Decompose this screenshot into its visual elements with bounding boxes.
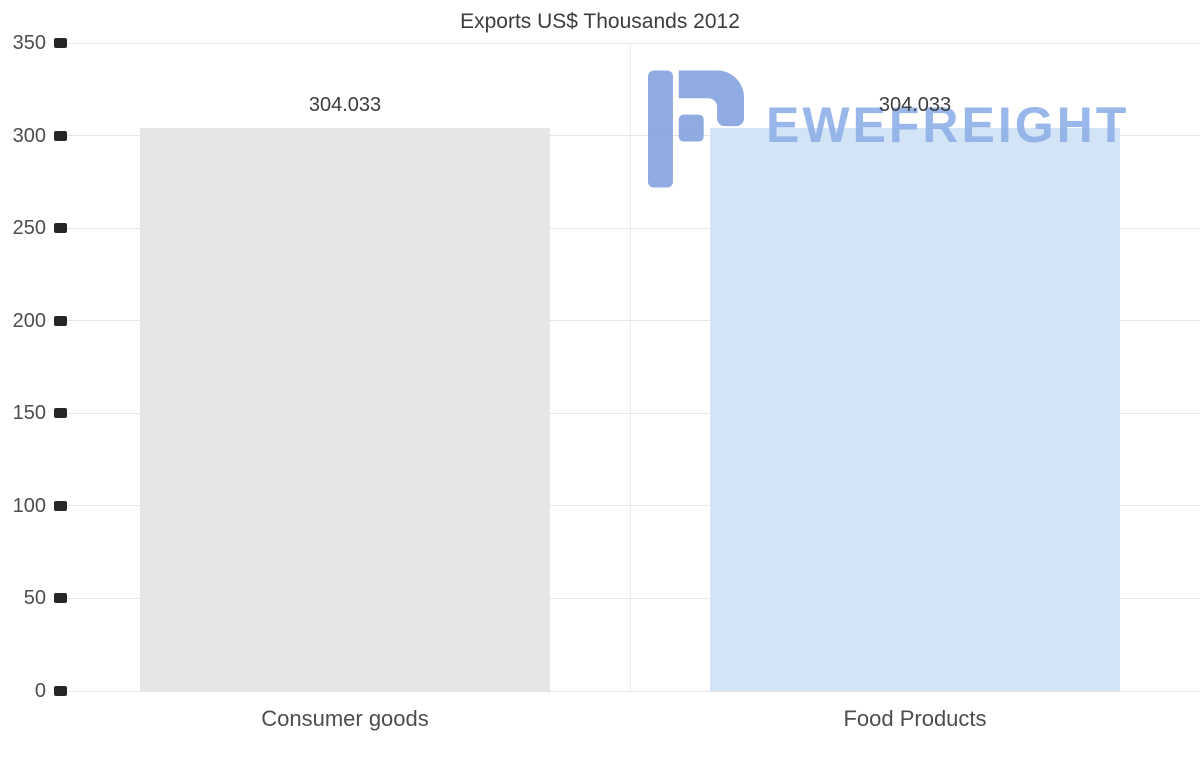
x-gridline: [629, 43, 631, 691]
y-tick-mark: [54, 500, 67, 511]
y-axis-label: 350: [12, 32, 46, 54]
y-axis-label: 50: [23, 587, 46, 610]
bar-value-label: 304.033: [878, 94, 952, 117]
y-axis-label: 200: [12, 309, 46, 332]
y-axis-label: 250: [12, 217, 46, 240]
y-axis-label: 100: [12, 494, 46, 517]
x-axis-label: Consumer goods: [261, 706, 429, 731]
y-tick-mark: [54, 686, 67, 696]
y-axis-label: 0: [34, 680, 46, 702]
y-tick-mark: [54, 593, 67, 604]
y-tick-mark: [54, 223, 67, 234]
y-gridline: [60, 690, 1200, 692]
chart-title: Exports US$ Thousands 2012: [460, 10, 740, 33]
y-tick-mark: [54, 130, 67, 141]
x-axis-label: Food Products: [843, 706, 987, 731]
bar-food-products: [710, 128, 1120, 691]
y-tick-mark: [54, 408, 67, 419]
y-tick-mark: [54, 38, 67, 48]
bar-value-label: 304.033: [308, 94, 382, 117]
bar-consumer-goods: [140, 128, 550, 691]
y-axis-label: 150: [12, 402, 46, 425]
y-tick-mark: [54, 315, 67, 326]
y-axis-label: 300: [12, 124, 46, 147]
